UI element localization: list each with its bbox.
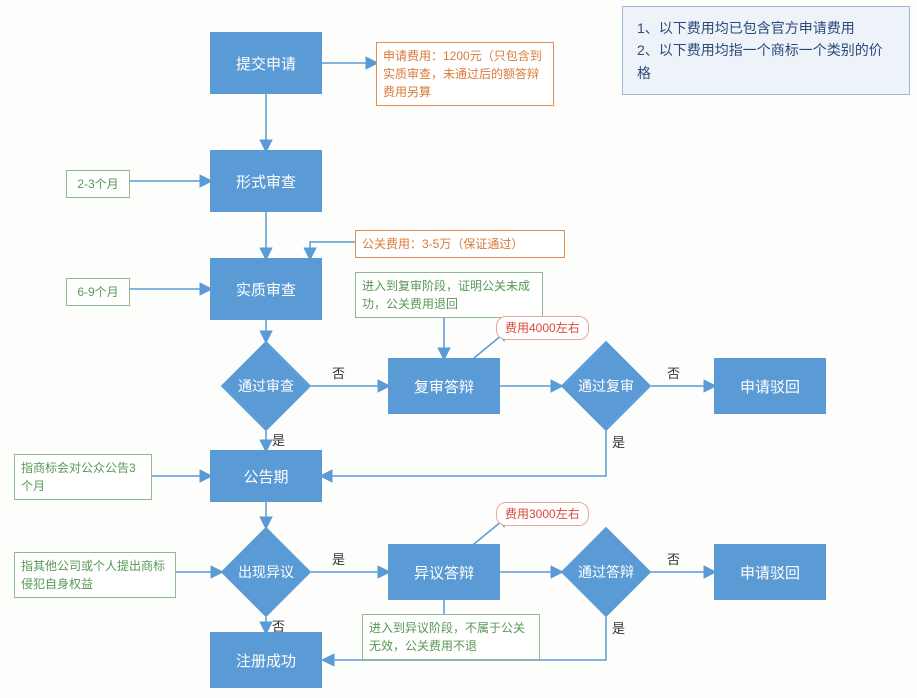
note-time-formal: 2-3个月 bbox=[66, 170, 130, 198]
note-announce: 指商标会对公众公告3个月 bbox=[14, 454, 152, 500]
node-label: 提交申请 bbox=[236, 53, 296, 74]
node-label: 出现异议 bbox=[238, 562, 294, 582]
edge-label: 否 bbox=[667, 363, 680, 382]
node-label: 申请驳回 bbox=[740, 562, 800, 583]
note-fee-submit: 申请费用：1200元（只包含到实质审查，未通过后的额答辩费用另算 bbox=[376, 42, 554, 106]
edge-label: 是 bbox=[272, 430, 285, 449]
note-text: 申请费用：1200元（只包含到实质审查，未通过后的额答辩费用另算 bbox=[383, 49, 542, 99]
info-line: 2、以下费用均指一个商标一个类别的价格 bbox=[637, 39, 895, 84]
node-label: 注册成功 bbox=[236, 650, 296, 671]
note-text: 6-9个月 bbox=[77, 285, 118, 299]
note-text: 进入到复审阶段，证明公关未成功，公关费用退回 bbox=[362, 279, 530, 311]
edge-label: 否 bbox=[272, 616, 285, 635]
edge-label: 是 bbox=[612, 618, 625, 637]
node-success: 注册成功 bbox=[210, 632, 322, 688]
info-line: 1、以下费用均已包含官方申请费用 bbox=[637, 17, 895, 39]
note-text: 费用3000左右 bbox=[505, 507, 580, 521]
node-submit: 提交申请 bbox=[210, 32, 322, 94]
edge-label: 否 bbox=[332, 363, 345, 382]
note-objection: 指其他公司或个人提出商标侵犯自身权益 bbox=[14, 552, 176, 598]
node-reject2: 申请驳回 bbox=[714, 544, 826, 600]
note-cost4000: 费用4000左右 bbox=[496, 316, 589, 340]
node-label: 通过审查 bbox=[238, 376, 294, 396]
node-label: 形式审查 bbox=[236, 171, 296, 192]
note-text: 2-3个月 bbox=[77, 177, 118, 191]
note-text: 指其他公司或个人提出商标侵犯自身权益 bbox=[21, 559, 165, 591]
note-text: 指商标会对公众公告3个月 bbox=[21, 461, 136, 493]
info-box: 1、以下费用均已包含官方申请费用 2、以下费用均指一个商标一个类别的价格 bbox=[622, 6, 910, 95]
note-text: 进入到异议阶段，不属于公关无效，公关费用不退 bbox=[369, 621, 525, 653]
note-text: 费用4000左右 bbox=[505, 321, 580, 335]
node-label: 通过复审 bbox=[578, 376, 634, 396]
note-cost3000: 费用3000左右 bbox=[496, 502, 589, 526]
node-review: 复审答辩 bbox=[388, 358, 500, 414]
node-substantive: 实质审查 bbox=[210, 258, 322, 320]
node-formal: 形式审查 bbox=[210, 150, 322, 212]
node-reject1: 申请驳回 bbox=[714, 358, 826, 414]
node-label: 实质审查 bbox=[236, 279, 296, 300]
note-text: 公关费用：3-5万（保证通过） bbox=[362, 237, 523, 251]
note-review: 进入到复审阶段，证明公关未成功，公关费用退回 bbox=[355, 272, 543, 318]
flowchart-canvas: 提交申请 形式审查 实质审查 公告期 注册成功 复审答辩 申请驳回 异议答辩 申… bbox=[0, 0, 917, 698]
node-label: 通过答辩 bbox=[578, 562, 634, 582]
edge-label: 否 bbox=[667, 549, 680, 568]
edge-label: 是 bbox=[332, 549, 345, 568]
node-label: 申请驳回 bbox=[740, 376, 800, 397]
note-time-sub: 6-9个月 bbox=[66, 278, 130, 306]
note-pr-fee: 公关费用：3-5万（保证通过） bbox=[355, 230, 565, 258]
node-label: 复审答辩 bbox=[414, 376, 474, 397]
node-label: 公告期 bbox=[243, 466, 288, 487]
edge-label: 是 bbox=[612, 432, 625, 451]
note-obj-stage: 进入到异议阶段，不属于公关无效，公关费用不退 bbox=[362, 614, 540, 660]
node-label: 异议答辩 bbox=[414, 562, 474, 583]
node-announce: 公告期 bbox=[210, 450, 322, 502]
node-obj-reply: 异议答辩 bbox=[388, 544, 500, 600]
